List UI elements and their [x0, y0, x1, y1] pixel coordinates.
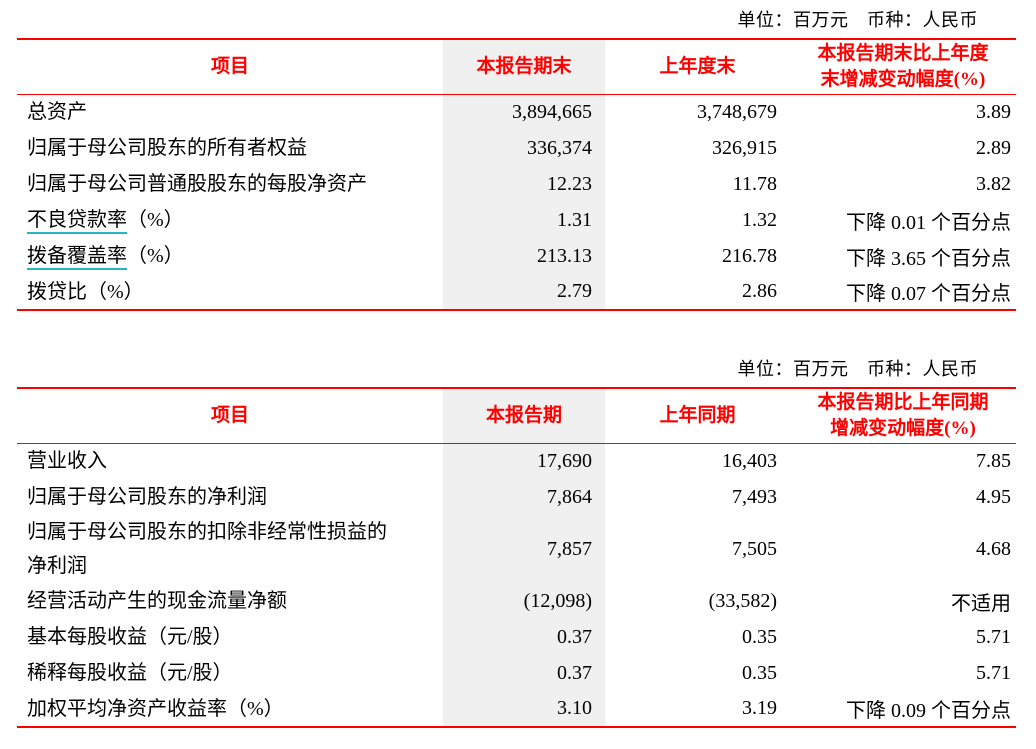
row-item-cell: 拨贷比（%）: [17, 274, 443, 310]
header-same-period-last-year: 上年同期: [659, 404, 736, 426]
table2-header: 项目 本报告期 上年同期 本报告期比上年同期 增减变动幅度(%): [17, 388, 1016, 443]
header-row: 项目 本报告期末 上年度末 本报告期末比上年度 末增减变动幅度(%): [17, 39, 1016, 94]
row-current-value: 3.10: [443, 691, 605, 727]
row-previous-value: 0.35: [742, 661, 777, 684]
table-row: 不良贷款率（%） 1.31 1.32 下降 0.01 个百分点: [17, 202, 1016, 238]
row-previous-value: 0.35: [742, 625, 777, 648]
row-change-value: 5.71: [976, 625, 1011, 648]
row-previous-value: 7,493: [732, 485, 777, 508]
row-item-label: 加权平均净资产收益率（%）: [27, 697, 284, 720]
row-item-label: 归属于母公司股东的所有者权益: [27, 137, 307, 159]
header-current-period-end: 本报告期末: [443, 39, 605, 94]
row-change-value: 不适用: [951, 592, 1011, 615]
row-current-value: 7,864: [443, 479, 605, 515]
row-current-value: 0.37: [443, 619, 605, 655]
row-item-suffix: （%）: [127, 245, 184, 267]
period-performance-table: 项目 本报告期 上年同期 本报告期比上年同期 增减变动幅度(%) 营业收入 17…: [17, 387, 1016, 728]
header-row: 项目 本报告期 上年同期 本报告期比上年同期 增减变动幅度(%): [17, 388, 1016, 443]
row-previous-value: 1.32: [742, 208, 777, 231]
table-row: 归属于母公司股东的所有者权益 336,374 326,915 2.89: [17, 130, 1016, 166]
table-row: 总资产 3,894,665 3,748,679 3.89: [17, 94, 1016, 130]
row-item-suffix: （%）: [127, 209, 184, 231]
row-item-label: 经营活动产生的现金流量净额: [27, 590, 287, 612]
header-change-percent: 本报告期比上年同期 增减变动幅度(%): [817, 391, 989, 439]
row-item-label: 总资产: [27, 101, 87, 124]
financial-report-page: { "colors":{ "accent_red":"#fe0000", "un…: [0, 6, 1036, 749]
row-item-label: 稀释每股收益（元/股）: [27, 662, 233, 684]
row-change-value: 3.82: [976, 172, 1011, 195]
header-previous-year-end: 上年度末: [659, 55, 736, 77]
row-change-value: 下降 3.65 个百分点: [846, 247, 1011, 270]
row-previous-value: 216.78: [722, 244, 777, 267]
row-item-label: 不良贷款率: [27, 209, 127, 234]
table-row: 经营活动产生的现金流量净额 (12,098) (33,582) 不适用: [17, 583, 1016, 619]
row-previous-value: 7,505: [732, 537, 777, 560]
row-previous-value: 2.86: [742, 280, 777, 302]
header-item: 项目: [210, 55, 249, 77]
row-item-label: 营业收入: [27, 450, 107, 473]
table1-body: 总资产 3,894,665 3,748,679 3.89 归属于母公司股东的所有…: [17, 94, 1016, 310]
row-current-value: 3,894,665: [443, 94, 605, 130]
row-item-label: 归属于母公司股东的净利润: [27, 486, 267, 508]
table-row: 拨贷比（%） 2.79 2.86 下降 0.07 个百分点: [17, 274, 1016, 310]
row-change-value: 7.85: [976, 449, 1011, 472]
row-item-cell: 不良贷款率（%）: [17, 202, 443, 238]
row-item-label: 拨贷比（%）: [27, 280, 144, 303]
row-item-cell: 稀释每股收益（元/股）: [17, 655, 443, 691]
row-item-label: 拨备覆盖率: [27, 245, 127, 270]
row-item-cell: 归属于母公司股东的净利润: [17, 479, 443, 515]
row-current-value: 7,857: [443, 515, 605, 583]
row-change-value: 2.89: [976, 136, 1011, 159]
unit-currency-note-2: 单位：百万元 币种：人民币: [737, 359, 978, 379]
row-item-cell: 经营活动产生的现金流量净额: [17, 583, 443, 619]
row-change-value: 下降 0.01 个百分点: [846, 211, 1011, 234]
row-item-label: 归属于母公司普通股股东的每股净资产: [27, 173, 367, 195]
table-row: 拨备覆盖率（%） 213.13 216.78 下降 3.65 个百分点: [17, 238, 1016, 274]
row-previous-value: 3.19: [742, 697, 777, 719]
row-item-cell: 归属于母公司股东的所有者权益: [17, 130, 443, 166]
row-current-value: 0.37: [443, 655, 605, 691]
row-previous-value: (33,582): [708, 589, 777, 612]
row-current-value: 17,690: [443, 443, 605, 479]
row-item-cell: 基本每股收益（元/股）: [17, 619, 443, 655]
row-item-label: 归属于母公司股东的扣除非经常性损益的 净利润: [27, 521, 387, 577]
table-row: 归属于母公司股东的扣除非经常性损益的 净利润 7,857 7,505 4.68: [17, 515, 1016, 583]
table2-body: 营业收入 17,690 16,403 7.85 归属于母公司股东的净利润 7,8…: [17, 443, 1016, 727]
row-change-value: 5.71: [976, 661, 1011, 684]
row-current-value: 213.13: [443, 238, 605, 274]
table-row: 归属于母公司普通股股东的每股净资产 12.23 11.78 3.82: [17, 166, 1016, 202]
table-row: 营业收入 17,690 16,403 7.85: [17, 443, 1016, 479]
row-item-cell: 归属于母公司普通股股东的每股净资产: [17, 166, 443, 202]
table-row: 归属于母公司股东的净利润 7,864 7,493 4.95: [17, 479, 1016, 515]
row-previous-value: 3,748,679: [697, 100, 777, 123]
row-item-cell: 总资产: [17, 94, 443, 130]
row-item-label: 基本每股收益（元/股）: [27, 626, 233, 648]
row-previous-value: 11.78: [732, 172, 777, 195]
row-change-value: 4.95: [976, 485, 1011, 508]
row-change-value: 下降 0.09 个百分点: [846, 700, 1011, 722]
header-item: 项目: [210, 404, 249, 426]
row-item-cell: 营业收入: [17, 443, 443, 479]
row-previous-value: 16,403: [722, 449, 777, 472]
unit-currency-note-1: 单位：百万元 币种：人民币: [737, 10, 978, 30]
balance-indicators-table: 项目 本报告期末 上年度末 本报告期末比上年度 末增减变动幅度(%) 总资产 3…: [17, 38, 1016, 311]
row-previous-value: 326,915: [712, 136, 777, 159]
row-change-value: 下降 0.07 个百分点: [846, 283, 1011, 305]
row-current-value: 2.79: [443, 274, 605, 310]
row-item-cell: 加权平均净资产收益率（%）: [17, 691, 443, 727]
row-change-value: 4.68: [976, 537, 1011, 560]
row-item-cell: 拨备覆盖率（%）: [17, 238, 443, 274]
row-current-value: 12.23: [443, 166, 605, 202]
table-row: 基本每股收益（元/股） 0.37 0.35 5.71: [17, 619, 1016, 655]
row-current-value: 1.31: [443, 202, 605, 238]
header-current-period: 本报告期: [443, 388, 605, 443]
table-row: 稀释每股收益（元/股） 0.37 0.35 5.71: [17, 655, 1016, 691]
table1-header: 项目 本报告期末 上年度末 本报告期末比上年度 末增减变动幅度(%): [17, 39, 1016, 94]
row-change-value: 3.89: [976, 100, 1011, 123]
row-current-value: (12,098): [443, 583, 605, 619]
table-row: 加权平均净资产收益率（%） 3.10 3.19 下降 0.09 个百分点: [17, 691, 1016, 727]
header-change-percent: 本报告期末比上年度 末增减变动幅度(%): [817, 42, 989, 90]
row-current-value: 336,374: [443, 130, 605, 166]
row-item-cell: 归属于母公司股东的扣除非经常性损益的 净利润: [17, 515, 443, 583]
